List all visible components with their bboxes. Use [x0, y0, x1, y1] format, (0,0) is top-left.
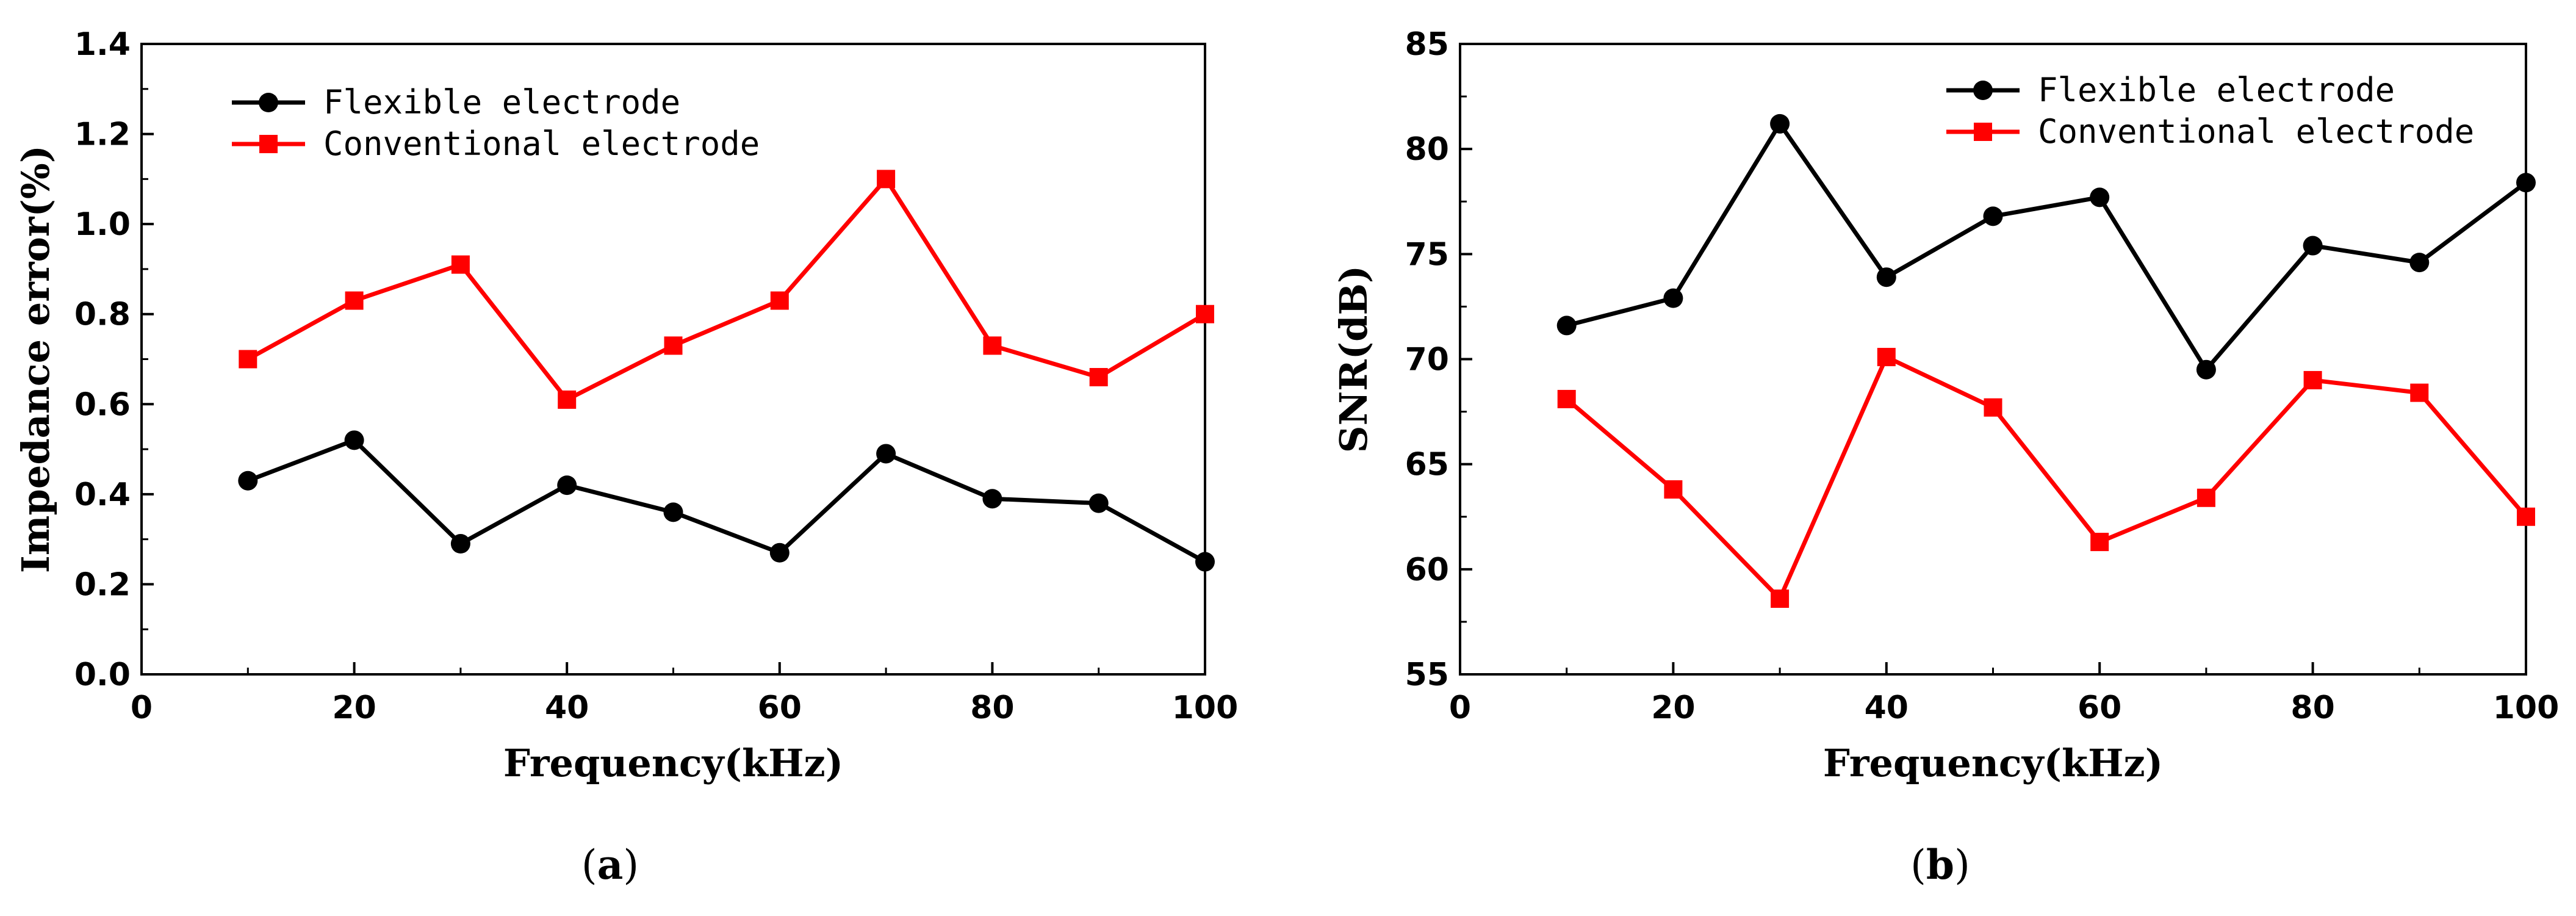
chart-a-panel-label: (a) — [581, 841, 639, 889]
chart-a-legend-label: Conventional electrode — [323, 124, 760, 163]
chart-a-x-tick-label: 20 — [332, 690, 376, 726]
chart-b-panel-label: (b) — [1910, 841, 1970, 889]
chart-b-data-point — [1556, 316, 1577, 336]
chart-b-y-tick-label: 70 — [1405, 342, 1449, 378]
chart-a-data-point — [451, 255, 470, 274]
chart-a-data-point — [982, 489, 1002, 509]
chart-b-x-tick-label: 80 — [2290, 690, 2334, 726]
chart-b-data-point — [1876, 267, 1896, 287]
chart-b-x-tick-label: 0 — [1449, 690, 1471, 726]
chart-a-x-axis-title: Frequency(kHz) — [503, 741, 843, 785]
chart-a-y-tick-label: 1.0 — [74, 206, 131, 243]
chart-a-data-point — [769, 543, 790, 563]
chart-a-data-point — [345, 291, 364, 310]
chart-b-data-point — [2090, 533, 2109, 552]
chart-b-y-tick-label: 65 — [1405, 447, 1449, 483]
chart-a-x-tick-label: 100 — [1172, 690, 1239, 726]
chart-a-legend-marker — [259, 135, 278, 153]
chart-a-y-tick-label: 0.0 — [74, 657, 131, 693]
chart-b-legend-marker — [1973, 81, 1993, 100]
chart-b-data-point — [2410, 383, 2429, 402]
chart-b-data-point — [1984, 398, 2002, 417]
chart-a-series-conventional — [239, 170, 1214, 409]
chart-a-legend-marker — [259, 93, 278, 112]
chart-a-y-tick-label: 0.8 — [74, 297, 131, 333]
chart-a-data-point — [450, 534, 470, 554]
chart-a-data-point — [1196, 305, 1214, 323]
chart-b: 0 20 40 60 80 100 55 60 65 70 75 80 85 Frequency(kHz)… — [1331, 26, 2559, 889]
chart-b-series-line — [1566, 120, 2528, 373]
chart-b-y-tick-label: 80 — [1405, 131, 1449, 168]
chart-b-data-point — [1771, 590, 1790, 608]
chart-b-y-tick-label: 55 — [1405, 657, 1449, 693]
chart-a-data-point — [238, 471, 258, 491]
chart-b-data-point — [2196, 359, 2216, 380]
chart-b-data-point — [2516, 173, 2536, 193]
chart-a-data-point — [770, 291, 789, 310]
chart-a-data-point — [558, 390, 577, 409]
chart-b-data-point — [2303, 236, 2323, 256]
chart-a-x-tick-label: 60 — [758, 690, 802, 726]
chart-b-series-conventional — [1557, 348, 2535, 608]
chart-b-x-axis-title: Frequency(kHz) — [1823, 741, 2163, 785]
chart-a-y-tick-label: 1.4 — [74, 26, 131, 63]
chart-a-data-point — [1089, 368, 1108, 387]
chart-a-x-tick-label: 40 — [545, 690, 589, 726]
chart-b-y-tick-label: 85 — [1405, 26, 1449, 63]
chart-a-y-tick-label: 0.2 — [74, 566, 131, 603]
chart-a-series-flexible — [238, 430, 1215, 572]
chart-b-data-point — [2196, 488, 2215, 507]
chart-b-data-point — [2090, 187, 2110, 207]
chart-a-y-axis-title: Impedance error(%) — [13, 145, 58, 573]
chart-a-series-line — [247, 438, 1206, 564]
chart-b-data-point — [1557, 389, 1576, 408]
chart-b-y-tick-label: 75 — [1405, 236, 1449, 273]
chart-b-legend-marker — [1974, 123, 1992, 141]
chart-a-data-point — [877, 170, 896, 189]
chart-a: 0 20 40 60 80 100 0.0 0.2 0.4 0.6 0.8 1.0 1.2 1.4 Freq… — [13, 26, 1238, 889]
chart-a-data-point — [557, 475, 577, 496]
chart-a-y-tick-label: 0.4 — [74, 477, 131, 513]
chart-b-x-tick-label: 60 — [2078, 690, 2121, 726]
chart-a-data-point — [344, 430, 364, 450]
chart-b-data-point — [1983, 206, 2003, 226]
chart-b-series-line — [1565, 354, 2528, 603]
chart-a-data-point — [1088, 493, 1109, 513]
chart-b-legend-label: Flexible electrode — [2038, 71, 2395, 109]
chart-b-x-tick-label: 40 — [1865, 690, 1909, 726]
chart-b-data-point — [2409, 253, 2430, 273]
chart-a-data-point — [239, 350, 257, 369]
chart-b-x-tick-label: 100 — [2493, 690, 2560, 726]
chart-b-data-point — [2303, 370, 2322, 389]
chart-b-data-point — [1664, 480, 1683, 499]
chart-a-series-line — [246, 175, 1206, 403]
chart-b-data-point — [2517, 507, 2535, 526]
chart-b-y-tick-label: 60 — [1405, 552, 1449, 588]
chart-b-y-axis-title: SNR(dB) — [1331, 265, 1376, 453]
chart-a-data-point — [664, 336, 683, 355]
chart-b-x-tick-label: 20 — [1651, 690, 1695, 726]
chart-a-x-tick-label: 0 — [131, 690, 153, 726]
chart-b-legend-label: Conventional electrode — [2038, 112, 2474, 151]
chart-b-data-point — [1663, 288, 1683, 308]
chart-a-data-point — [876, 444, 896, 464]
chart-b-data-point — [1877, 348, 1896, 367]
chart-a-y-tick-label: 0.6 — [74, 386, 131, 423]
chart-a-legend-label: Flexible electrode — [323, 83, 680, 121]
chart-a-x-tick-label: 80 — [970, 690, 1014, 726]
chart-b-series-flexible — [1556, 114, 2536, 380]
chart-b-data-point — [1770, 114, 1790, 134]
chart-a-data-point — [663, 502, 683, 522]
chart-a-data-point — [983, 336, 1002, 355]
chart-a-data-point — [1195, 552, 1215, 572]
chart-a-y-tick-label: 1.2 — [74, 117, 131, 153]
